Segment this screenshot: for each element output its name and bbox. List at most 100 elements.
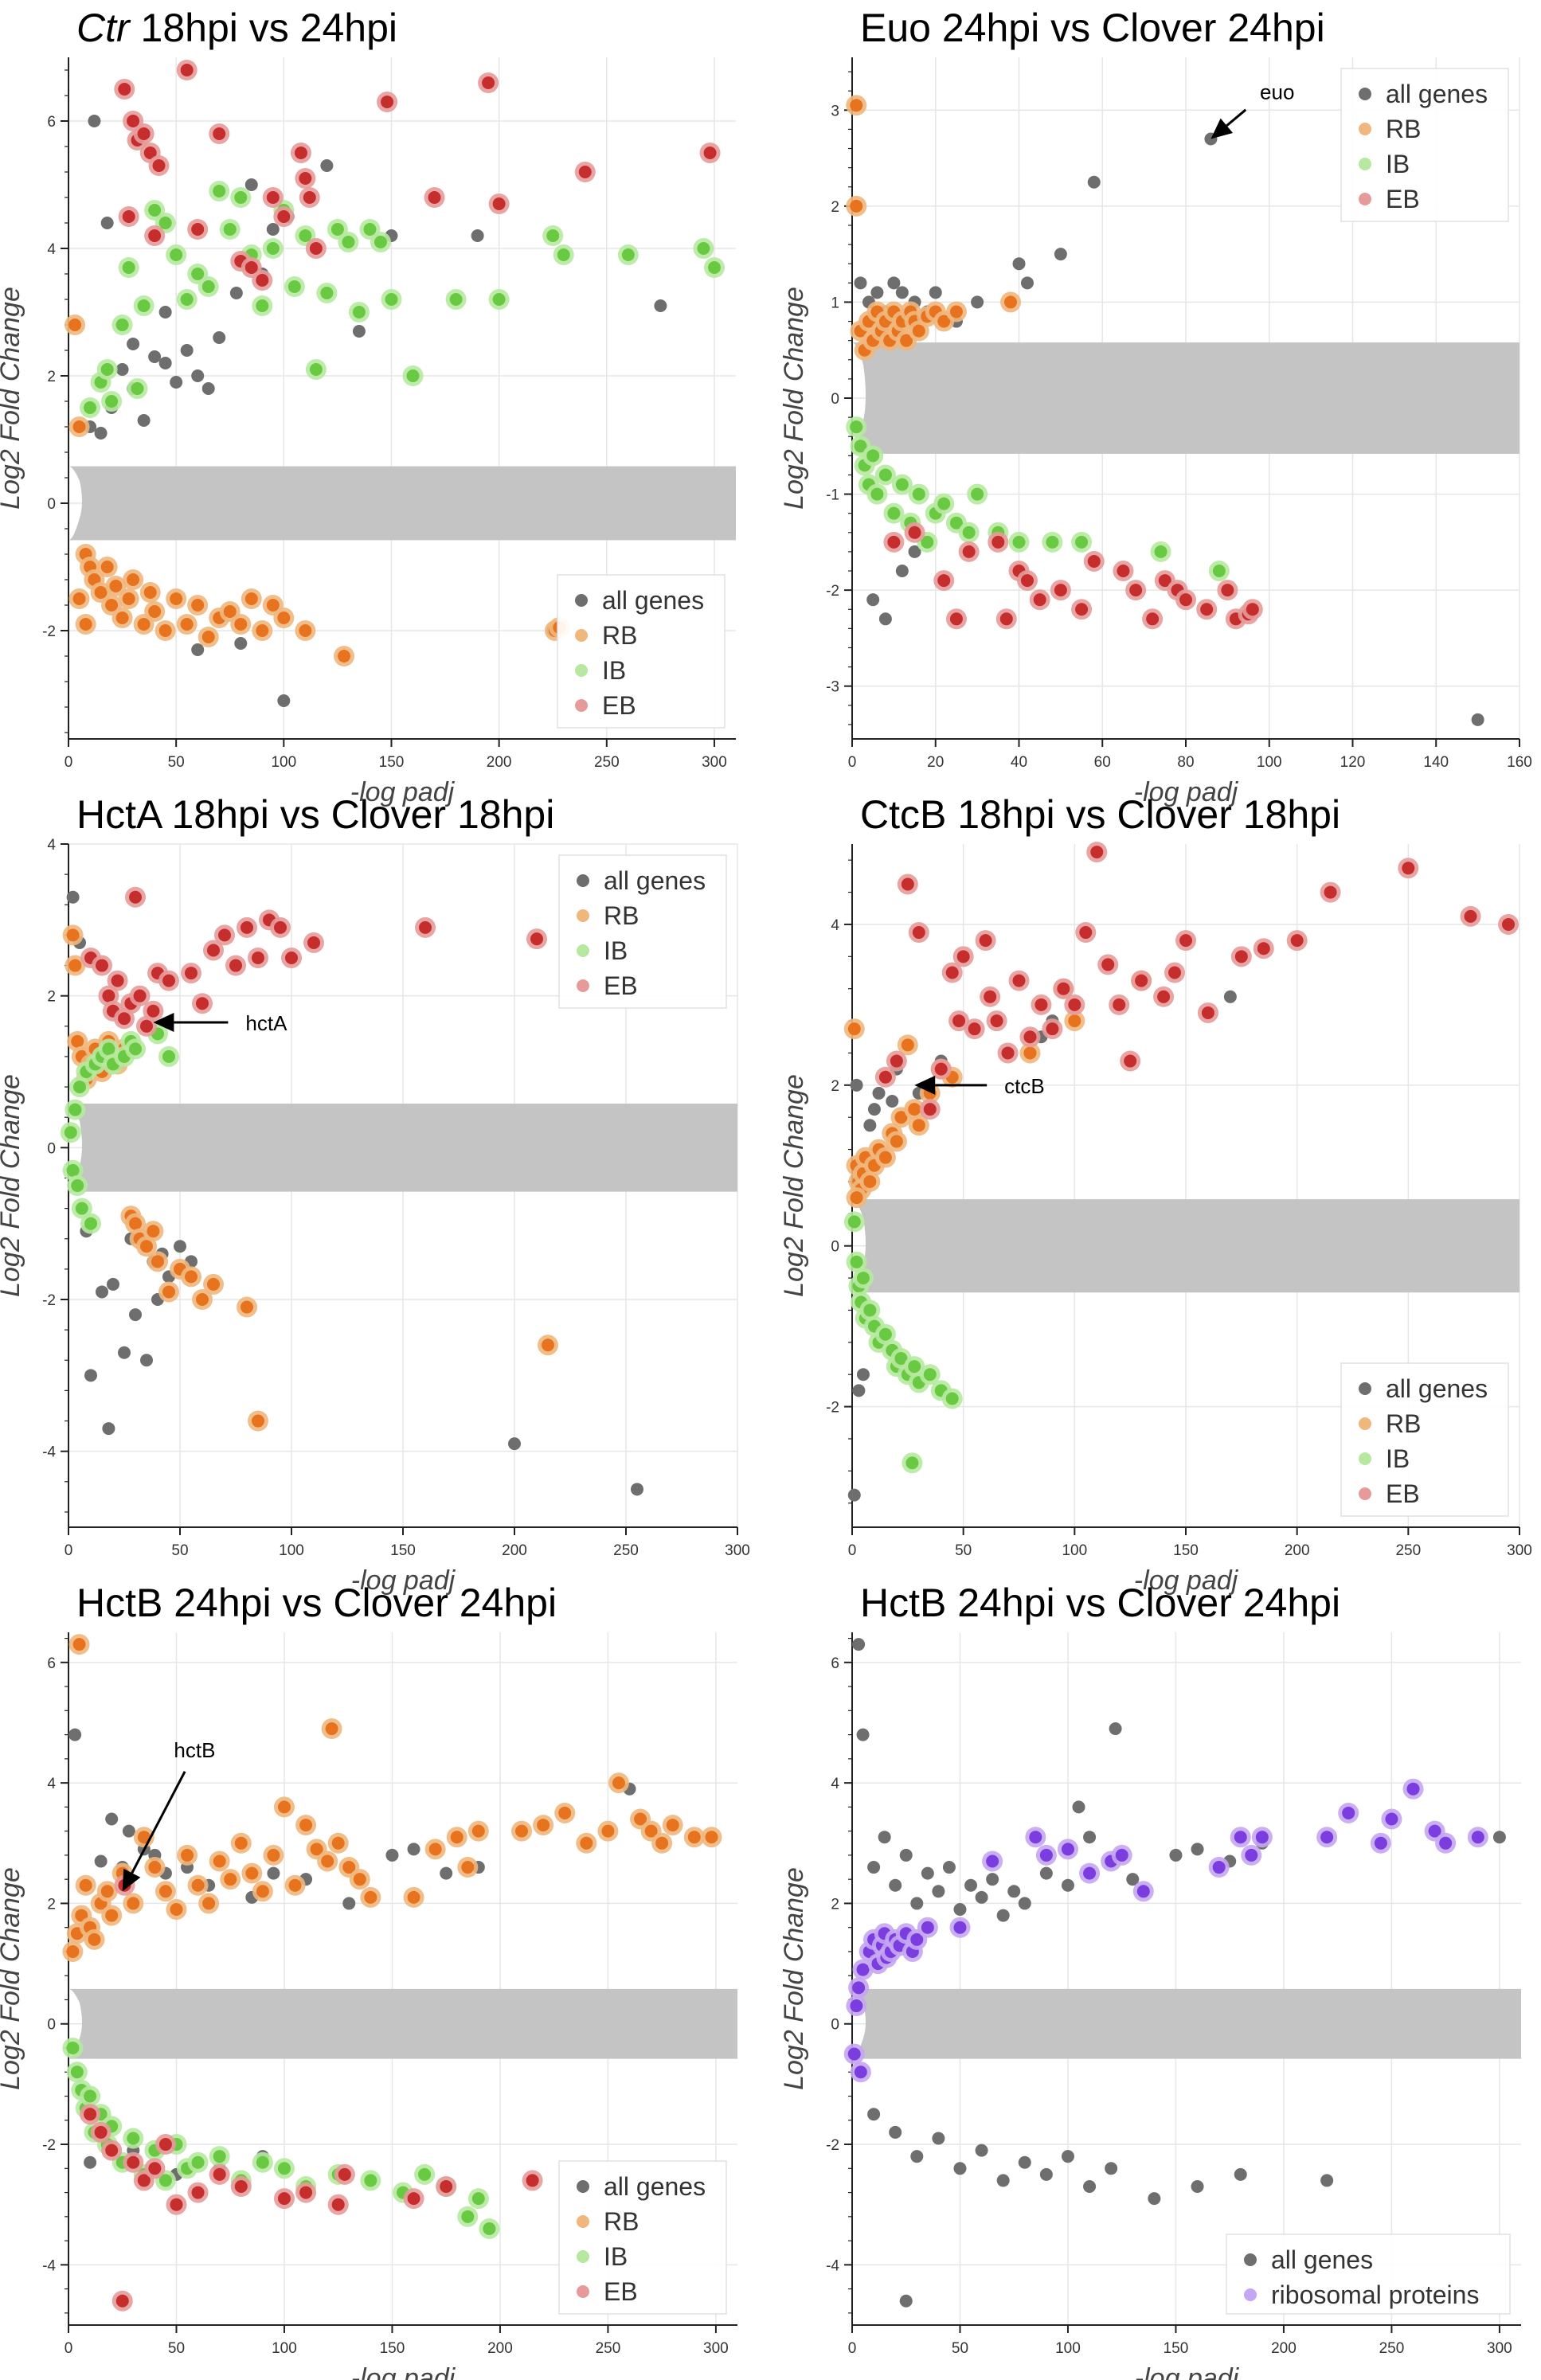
- data-point-core: [170, 1903, 183, 1916]
- data-point-all-genes: [1054, 248, 1067, 261]
- data-point-all-genes: [1109, 1722, 1122, 1736]
- data-point-core: [1012, 974, 1026, 987]
- data-point-core: [115, 319, 129, 331]
- data-point-core: [196, 1293, 209, 1306]
- data-point-all-genes: [908, 545, 921, 558]
- data-point-core: [1212, 1861, 1226, 1874]
- x-tick-label: 160: [1507, 754, 1532, 771]
- data-point-core: [863, 1174, 877, 1188]
- data-point-core: [492, 197, 506, 210]
- legend-marker: [575, 629, 588, 642]
- data-point-core: [850, 1191, 863, 1205]
- data-point-core: [277, 2162, 291, 2175]
- data-point-core: [1046, 535, 1059, 549]
- data-point-core: [1129, 584, 1143, 597]
- data-point-all-genes: [1007, 1885, 1021, 1898]
- data-point-core: [137, 1831, 151, 1844]
- chart-panel-1: Ctr 18hpi vs 24hpi 0 50 100 150 200 250 300 -2 0 2…: [0, 6, 736, 807]
- data-point-core: [266, 599, 280, 612]
- legend-marker: [577, 909, 589, 922]
- x-tick-label: 40: [1011, 754, 1027, 771]
- data-point-core: [245, 1866, 259, 1880]
- data-point-core: [162, 974, 175, 987]
- data-point-all-genes: [953, 1903, 967, 1916]
- x-tick-label: 0: [65, 754, 73, 771]
- data-point-core: [66, 928, 80, 942]
- data-point-core: [912, 324, 925, 338]
- data-point-core: [109, 580, 123, 592]
- legend-label: EB: [604, 971, 638, 1000]
- data-point-all-genes: [867, 2108, 881, 2121]
- data-point-core: [133, 989, 147, 1002]
- data-point-core: [908, 1360, 921, 1374]
- data-point-core: [105, 599, 119, 612]
- data-point-core: [856, 1963, 870, 1976]
- data-point-core: [1158, 574, 1171, 588]
- data-point-all-genes: [887, 276, 901, 290]
- legend-label: all genes: [1386, 80, 1488, 108]
- data-point-all-genes: [870, 286, 884, 299]
- legend-label: RB: [604, 2207, 639, 2236]
- data-point-all-genes: [1148, 2192, 1161, 2206]
- x-tick-label: 200: [1285, 1542, 1310, 1559]
- annotation-arrowhead: [1211, 118, 1234, 139]
- data-point-all-genes: [996, 1909, 1010, 1922]
- data-point-core: [863, 1303, 877, 1317]
- data-point-all-genes: [1012, 257, 1026, 271]
- data-point-core: [331, 2198, 345, 2211]
- data-point-core: [428, 1843, 442, 1856]
- data-point-all-genes: [889, 2125, 902, 2139]
- x-tick-label: 250: [1379, 2340, 1405, 2357]
- y-axis-label: Log2 Fold Change: [0, 1074, 25, 1297]
- data-point-all-genes: [889, 1878, 902, 1892]
- x-tick-label: 200: [1271, 2340, 1297, 2357]
- data-point-core: [127, 1897, 140, 1910]
- data-point-core: [850, 420, 863, 434]
- data-point-core: [1054, 584, 1067, 597]
- y-tick-label: 0: [47, 1140, 56, 1157]
- data-point-core: [542, 1339, 554, 1352]
- legend: all genes RB IB EB: [1340, 1362, 1509, 1517]
- x-tick-label: 100: [1062, 1542, 1087, 1559]
- legend-marker: [575, 699, 588, 712]
- data-point-all-genes: [158, 357, 172, 369]
- data-point-core: [115, 2294, 129, 2308]
- data-point-all-genes: [866, 593, 880, 607]
- data-point-all-genes: [94, 1854, 108, 1868]
- data-point-all-genes: [1320, 2174, 1334, 2187]
- data-point-core: [999, 612, 1013, 626]
- data-point-core: [70, 2065, 84, 2079]
- data-point-core: [655, 1836, 669, 1850]
- data-point-core: [338, 650, 351, 662]
- data-point-core: [274, 920, 287, 934]
- threshold-band: [852, 1199, 1519, 1293]
- y-tick-label: 4: [47, 1776, 56, 1792]
- data-point-core: [1290, 934, 1304, 948]
- data-point-core: [241, 920, 253, 934]
- data-point-all-genes: [122, 1824, 135, 1838]
- data-point-all-genes: [320, 159, 334, 172]
- x-tick-label: 300: [725, 1542, 750, 1559]
- data-point-core: [127, 2155, 140, 2169]
- chart-panel-5: HctB 24hpi vs Clover 24hpi 0 50 100 150 200 25…: [0, 1581, 737, 2380]
- data-point-core: [84, 2108, 97, 2121]
- data-point-core: [1234, 1831, 1247, 1844]
- legend-marker: [1359, 1382, 1371, 1395]
- data-point-all-genes: [180, 344, 194, 357]
- data-point-core: [102, 1042, 115, 1056]
- y-tick-label: 4: [47, 241, 56, 258]
- data-point-core: [1061, 1843, 1074, 1856]
- legend-label: all genes: [1386, 1374, 1488, 1403]
- y-tick-label: 4: [47, 837, 56, 854]
- legend-label: EB: [1386, 185, 1420, 213]
- data-point-core: [277, 612, 291, 624]
- data-point-core: [890, 1135, 903, 1148]
- x-axis-label: -log padj: [1134, 777, 1239, 807]
- legend-label: RB: [602, 621, 637, 650]
- data-point-all-genes: [863, 1119, 877, 1132]
- data-point-core: [105, 1909, 119, 1922]
- data-point-core: [191, 1878, 205, 1892]
- y-tick-label: -4: [826, 2257, 839, 2274]
